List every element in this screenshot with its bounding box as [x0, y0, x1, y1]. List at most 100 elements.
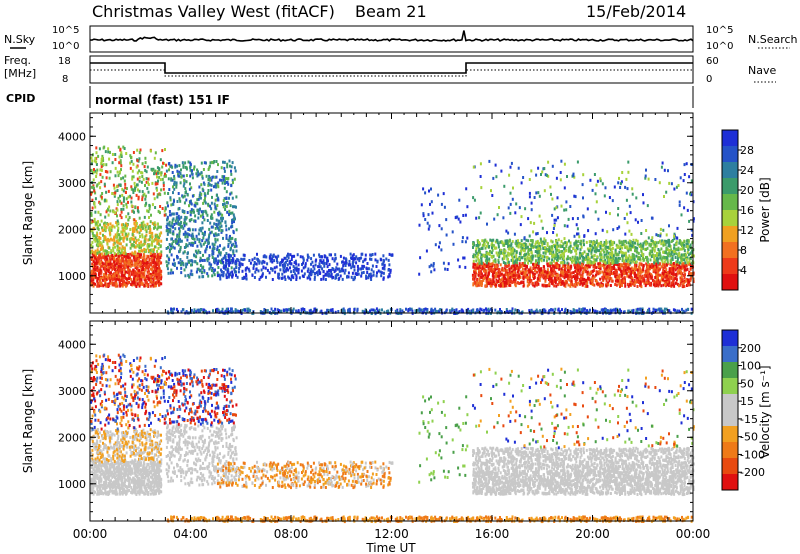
- rti-cell: [293, 266, 296, 270]
- rti-cell: [148, 272, 151, 275]
- rti-cell: [581, 264, 583, 267]
- rti-cell: [107, 266, 110, 270]
- rti-cell: [158, 283, 160, 287]
- rti-cell: [530, 278, 533, 282]
- rti-cell: [178, 232, 181, 236]
- rti-cell: [603, 264, 606, 268]
- rti-cell: [90, 213, 93, 217]
- rti-cell: [190, 263, 192, 267]
- rti-cell: [218, 273, 221, 277]
- rti-cell: [158, 175, 161, 179]
- rti-cell: [140, 271, 143, 275]
- rti-cell: [351, 271, 354, 275]
- rti-cell: [663, 275, 666, 279]
- rti-cell: [619, 265, 622, 269]
- rti-cell: [165, 163, 168, 167]
- rti-cell: [454, 216, 457, 220]
- rti-cell: [362, 260, 365, 264]
- rti-cell: [147, 277, 150, 281]
- rti-cell: [389, 270, 392, 274]
- rti-cell: [203, 269, 206, 273]
- rti-cell: [217, 233, 220, 237]
- rti-cell: [147, 183, 150, 186]
- rti-cell: [233, 217, 236, 221]
- rti-cell: [666, 283, 669, 287]
- rti-cell: [114, 153, 117, 156]
- rti-cell: [138, 216, 141, 220]
- rti-cell: [211, 216, 214, 220]
- rti-cell: [574, 284, 577, 288]
- rti-cell: [121, 284, 124, 288]
- rti-cell: [175, 307, 178, 311]
- rti-cell: [509, 275, 512, 279]
- rti-cell: [478, 278, 481, 282]
- rti-cell: [301, 263, 303, 266]
- rti-cell: [187, 160, 190, 164]
- rti-cell: [196, 198, 199, 202]
- rti-cell: [280, 276, 283, 280]
- rti-cell: [175, 185, 178, 189]
- rti-cell: [225, 273, 228, 277]
- rti-cell: [435, 309, 438, 313]
- rti-cell: [309, 277, 312, 281]
- rti-cell: [103, 224, 106, 228]
- rti-cell: [200, 171, 203, 175]
- rti-cell: [208, 267, 211, 271]
- rti-cell: [215, 193, 218, 197]
- rti-cell: [427, 213, 430, 217]
- rti-cell: [483, 276, 486, 280]
- rti-cell: [381, 308, 383, 312]
- rti-cell: [290, 262, 293, 266]
- rti-cell: [271, 257, 274, 261]
- rti-cell: [551, 308, 554, 312]
- rti-cell: [554, 262, 557, 266]
- rti-cell: [516, 274, 519, 277]
- rti-cell: [109, 237, 112, 241]
- rti-cell: [130, 259, 133, 263]
- rti-cell: [482, 267, 485, 271]
- rti-cell: [225, 224, 228, 228]
- rti-cell: [129, 252, 132, 256]
- rti-cell: [160, 171, 163, 175]
- rti-cell: [668, 277, 671, 281]
- rti-cell: [257, 259, 260, 263]
- rti-cell: [159, 193, 162, 197]
- rti-cell: [286, 259, 289, 262]
- rti-cell: [105, 252, 108, 256]
- rti-cell: [137, 238, 140, 242]
- rti-cell: [624, 284, 627, 288]
- rti-cell: [117, 174, 120, 178]
- rti-cell: [388, 252, 391, 256]
- rti-cell: [223, 169, 226, 173]
- rti-cell: [175, 212, 178, 216]
- rti-cell: [346, 275, 348, 279]
- rti-cell: [513, 264, 516, 268]
- rti-cell: [302, 275, 305, 278]
- rti-cell: [130, 187, 133, 191]
- rti-cell: [505, 278, 508, 282]
- rti-cell: [95, 175, 98, 178]
- rti-cell: [140, 275, 143, 279]
- rti-cell: [174, 239, 177, 243]
- rti-cell: [129, 228, 132, 231]
- rti-cell: [206, 272, 209, 276]
- rti-cell: [594, 310, 597, 314]
- rti-cell: [534, 269, 536, 272]
- rti-cell: [106, 268, 109, 272]
- beam-title: Beam 21: [355, 2, 427, 21]
- rti-cell: [136, 274, 139, 278]
- rti-cell: [229, 310, 232, 314]
- rti-cell: [306, 269, 309, 273]
- freq-tick-top: 18: [58, 56, 71, 67]
- rti-cell: [131, 233, 134, 237]
- rti-cell: [268, 256, 271, 260]
- rti-cell: [201, 270, 203, 274]
- rti-cell: [127, 232, 130, 236]
- rti-cell: [686, 278, 689, 282]
- rti-cell: [232, 252, 235, 256]
- rti-cell: [607, 283, 610, 287]
- rti-cell: [217, 211, 220, 215]
- rti-cell: [167, 204, 169, 208]
- rti-cell: [491, 282, 494, 286]
- rti-cell: [156, 193, 159, 197]
